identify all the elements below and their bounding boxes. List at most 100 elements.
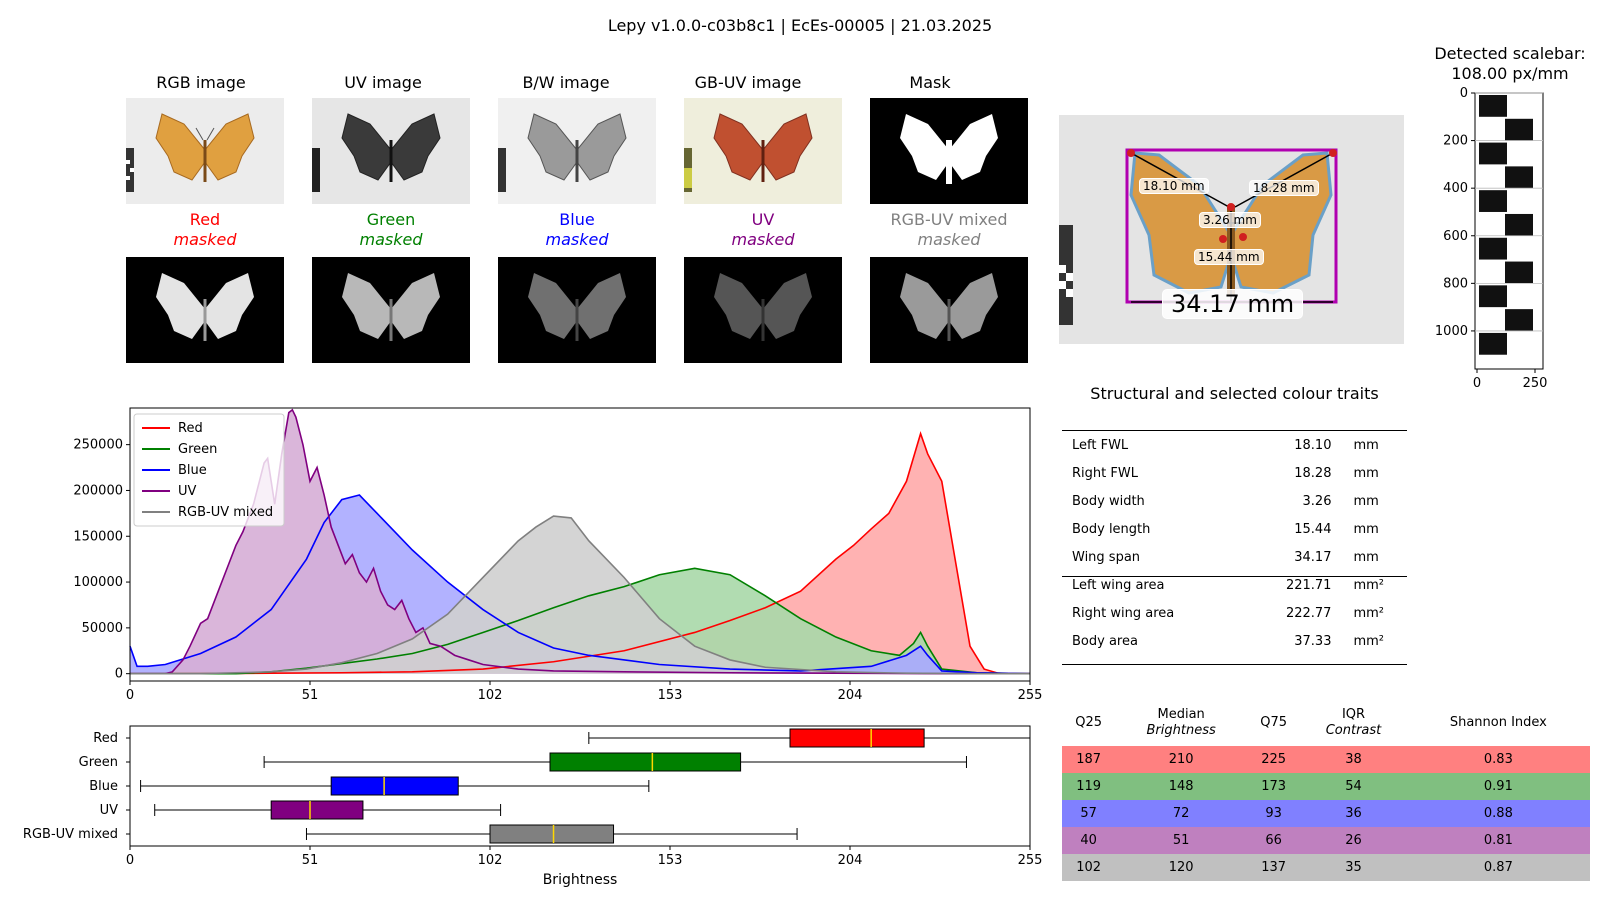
brightness-stats-table: Q25 Median Brightness Q75 IQR Contrast Shannon… [1062,700,1590,881]
stats-row: 187 210 225 38 0.83 [1062,746,1590,773]
traits-mid-rule [1062,576,1407,577]
stats-cell: 36 [1345,806,1362,821]
traits-unit: mm [1353,437,1379,453]
hist-xtick-label-4: 204 [838,688,863,703]
traits-row: Body area 37.33 mm² [1062,627,1407,655]
stats-cell: 35 [1345,860,1362,875]
stats-row: 40 51 66 26 0.81 [1062,827,1590,854]
uv-masked-title: UV masked [673,210,853,250]
box-iqr-2 [330,776,459,796]
stats-cell: 93 [1265,806,1282,821]
rgb-image [126,98,284,204]
traits-top-rule [1062,430,1407,431]
box-xtick-label-0: 0 [126,853,134,868]
traits-value: 37.33 [1294,633,1332,649]
hist-area-3 [130,409,1030,674]
traits-unit: mm [1353,521,1379,537]
traits-row: Wing span 34.17 mm [1062,543,1407,571]
gbuv-image-title: GB-UV image [694,73,802,92]
hist-legend-label-3: UV [178,484,197,499]
stats-cell: 57 [1080,806,1097,821]
blue-masked-sub: masked [545,230,609,249]
mixed-masked-title: RGB-UV mixed masked [859,210,1039,250]
mask-image-title: Mask [909,73,951,92]
uv-masked-image [684,257,842,363]
traits-row: Right wing area 222.77 mm² [1062,599,1407,627]
box-xtick-label-1: 51 [302,853,319,868]
stats-cell: 0.81 [1483,833,1513,848]
box-frame [129,725,1031,847]
hist-line-4 [130,515,1030,675]
gbuv-image [684,98,842,204]
stats-cell: 72 [1172,806,1190,821]
hist-xtick-label-5: 255 [1018,688,1043,703]
stats-cell: 40 [1080,833,1097,848]
traits-label: Body width [1072,493,1145,509]
traits-value: 221.71 [1285,577,1332,593]
traits-unit: mm [1353,493,1379,509]
hist-ytick-label-4: 200000 [73,483,123,498]
blue-masked-image [498,257,656,363]
hist-xtick-label-3: 153 [658,688,683,703]
traits-value: 3.26 [1302,493,1332,509]
hist-ytick-label-2: 100000 [73,575,123,590]
uv-masked-sub: masked [731,230,795,249]
red-masked-title: Red masked [115,210,295,250]
scalebar-title-line2: 108.00 px/mm [1451,64,1569,83]
traits-bottom-rule [1062,664,1407,665]
hist-line-0 [130,431,1030,675]
traits-row: Right FWL 18.28 mm [1062,459,1407,487]
stats-cell: 102 [1076,860,1102,875]
stats-cell: 0.91 [1483,779,1513,794]
traits-value: 18.28 [1294,465,1332,481]
box-ytick-label-4: RGB-UV mixed [23,827,118,842]
stats-cell: 148 [1168,779,1194,794]
scalebar-title: Detected scalebar: 108.00 px/mm [1420,44,1600,84]
red-masked-sub: masked [173,230,237,249]
bw-image [498,98,656,204]
box-iqr-4 [489,824,615,844]
hist-xtick-label-2: 102 [478,688,503,703]
stats-cell: 26 [1345,833,1362,848]
red-masked-label: Red [189,210,221,229]
stats-cell: 119 [1076,779,1102,794]
mixed-masked-sub: masked [917,230,981,249]
traits-label: Left FWL [1072,437,1129,453]
red-masked-image [126,257,284,363]
box-xtick-label-5: 255 [1018,853,1043,868]
traits-unit: mm [1353,465,1379,481]
right-fwl-label: 18.28 mm [1249,180,1319,196]
stats-row: 102 120 137 35 0.87 [1062,854,1590,881]
wing-span-label: 34.17 mm [1162,289,1304,319]
green-masked-title: Green masked [301,210,481,250]
traits-value: 34.17 [1294,549,1332,565]
hist-legend-label-0: Red [178,421,203,436]
stats-header: Shannon Index [1407,700,1590,746]
stats-cell: 0.88 [1483,806,1513,821]
hist-line-3 [130,408,1030,675]
uv-image-title: UV image [344,73,422,92]
mixed-masked-image [870,257,1028,363]
body-width-label: 3.26 mm [1199,212,1261,228]
stats-cell: 173 [1261,779,1287,794]
box-ytick-label-3: UV [100,803,119,818]
hist-legend-label-1: Green [178,442,217,457]
hist-legend-label-2: Blue [178,463,207,478]
traits-row: Body length 15.44 mm [1062,515,1407,543]
green-masked-image [312,257,470,363]
rgb-image-title: RGB image [156,73,246,92]
box-xtick-label-2: 102 [478,853,503,868]
box-xtick-label-3: 153 [658,853,683,868]
stats-cell: 0.87 [1483,860,1513,875]
stats-cell: 210 [1168,752,1194,767]
blue-masked-label: Blue [559,210,595,229]
hist-xtick-label-0: 0 [126,688,134,703]
hist-ytick-label-3: 150000 [73,529,123,544]
stats-row: 119 148 173 54 0.91 [1062,773,1590,800]
traits-label: Left wing area [1072,577,1165,593]
traits-row: Left wing area 221.71 mm² [1062,571,1407,599]
box-ytick-label-1: Green [79,755,118,770]
measurement-image: 18.10 mm 18.28 mm 3.26 mm 15.44 mm 34.17… [1059,115,1404,344]
box-iqr-3 [270,800,364,820]
